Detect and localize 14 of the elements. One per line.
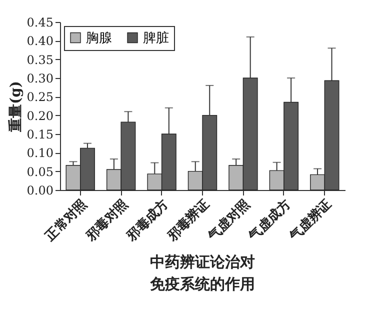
y-tick-label: 0.45 [26,16,54,30]
text: 中药辨证论治对免疫系统的作用 [149,252,255,293]
y-tick-label: 0.15 [26,128,54,142]
y-tick-label: 0.25 [26,90,54,104]
y-tick-label: 0.30 [26,72,54,86]
y-tick-label: 0.10 [26,146,54,160]
y-tick-label: 0.20 [26,108,54,123]
y-tick-label: 0.05 [26,164,54,179]
legend-label: 脾脏 [143,30,169,46]
legend-label: 胸腺 [86,30,112,46]
y-tick-label: 0.40 [26,34,54,48]
y-axis-title: 重量(g) [8,80,24,134]
y-tick-label: 0.00 [26,184,54,198]
y-tick-label: 0.35 [26,52,54,67]
